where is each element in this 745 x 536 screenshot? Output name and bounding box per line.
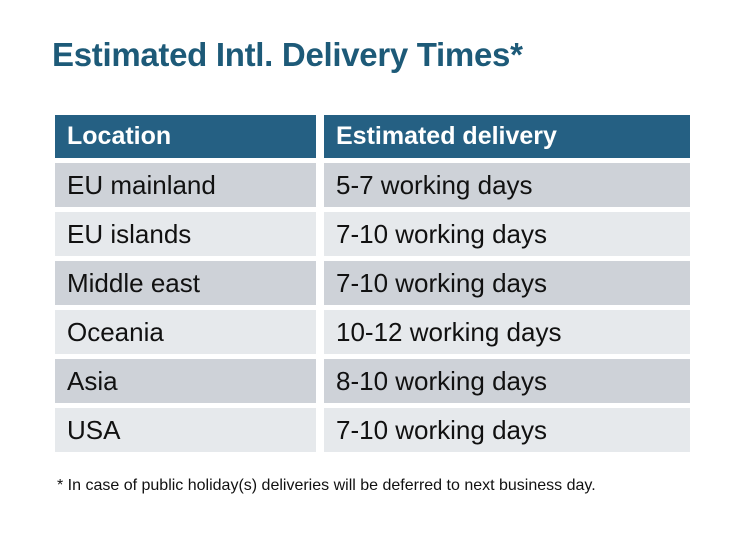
page-title: Estimated Intl. Delivery Times* xyxy=(52,36,523,73)
cell-delivery: 7-10 working days xyxy=(324,261,690,305)
cell-delivery: 10-12 working days xyxy=(324,310,690,354)
cell-location: Asia xyxy=(55,359,316,403)
column-header-estimated-delivery: Estimated delivery xyxy=(324,115,690,158)
cell-location: Middle east xyxy=(55,261,316,305)
cell-location: Oceania xyxy=(55,310,316,354)
cell-delivery: 7-10 working days xyxy=(324,212,690,256)
cell-delivery: 8-10 working days xyxy=(324,359,690,403)
cell-delivery: 7-10 working days xyxy=(324,408,690,452)
cell-location: EU islands xyxy=(55,212,316,256)
cell-location: USA xyxy=(55,408,316,452)
column-header-location: Location xyxy=(55,115,316,158)
cell-delivery: 5-7 working days xyxy=(324,163,690,207)
cell-location: EU mainland xyxy=(55,163,316,207)
delivery-times-table: Location Estimated delivery EU mainland 5… xyxy=(55,115,690,452)
footnote: * In case of public holiday(s) deliverie… xyxy=(57,477,596,494)
